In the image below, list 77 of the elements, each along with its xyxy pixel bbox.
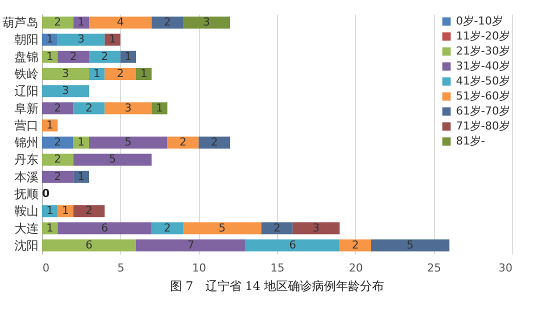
data-label: 2 bbox=[86, 204, 92, 218]
data-label: 2 bbox=[54, 101, 62, 114]
y-tick-label: 锦州 bbox=[14, 136, 38, 150]
data-label: 4 bbox=[116, 16, 124, 29]
y-tick-label: 朝阳 bbox=[14, 32, 38, 47]
x-tick-label: 5 bbox=[117, 262, 124, 274]
y-tick-label: 抚顺 bbox=[14, 187, 38, 201]
data-label: 3 bbox=[78, 32, 85, 46]
data-label: 1 bbox=[156, 101, 163, 114]
y-tick-label: 铁岭 bbox=[14, 67, 38, 81]
data-label: 2 bbox=[116, 67, 124, 80]
data-label: 3 bbox=[203, 16, 210, 29]
legend-label: 61岁-70岁 bbox=[456, 104, 510, 118]
y-tick-label: 沈阳 bbox=[14, 238, 38, 252]
data-label: 5 bbox=[109, 152, 116, 166]
annotation: 0 bbox=[42, 187, 50, 200]
data-label: 6 bbox=[86, 238, 92, 252]
data-label: 6 bbox=[101, 221, 108, 234]
legend-label: 81岁- bbox=[456, 134, 485, 148]
y-tick-label: 丹东 bbox=[14, 152, 38, 167]
data-label: 1 bbox=[78, 170, 85, 183]
x-tick-label: 0 bbox=[42, 262, 50, 274]
data-label: 1 bbox=[46, 32, 54, 46]
data-label: 3 bbox=[62, 67, 69, 80]
data-label: 1 bbox=[78, 136, 85, 149]
legend-label: 21岁-30岁 bbox=[456, 44, 510, 58]
data-label: 2 bbox=[70, 50, 77, 63]
data-label: 2 bbox=[101, 50, 108, 63]
data-label: 2 bbox=[180, 136, 186, 149]
legend-label: 71岁-80岁 bbox=[456, 120, 510, 132]
data-label: 5 bbox=[124, 136, 132, 149]
data-label: 1 bbox=[46, 204, 54, 218]
data-label: 1 bbox=[124, 50, 132, 63]
data-label: 1 bbox=[62, 204, 69, 218]
x-tick-label: 20 bbox=[348, 262, 363, 274]
text: 图 7 辽宁省 14 地区确诊病例年龄分布 bbox=[170, 279, 384, 293]
data-label: 6 bbox=[289, 238, 296, 252]
data-label: 1 bbox=[46, 221, 54, 234]
data-label: 3 bbox=[124, 101, 132, 114]
y-tick-label: 阜新 bbox=[14, 101, 38, 116]
x-tick-label: 30 bbox=[498, 262, 512, 274]
data-label: 1 bbox=[46, 118, 54, 132]
data-label: 2 bbox=[54, 16, 62, 29]
y-tick-label: 大连 bbox=[14, 221, 38, 236]
data-label: 2 bbox=[164, 16, 171, 29]
y-tick-label: 鞍山 bbox=[14, 204, 38, 218]
data-label: 2 bbox=[352, 238, 359, 252]
data-label: 2 bbox=[54, 152, 62, 166]
y-tick-label: 葫芦岛 bbox=[2, 16, 38, 30]
data-label: 3 bbox=[62, 84, 69, 98]
legend-label: 51岁-60岁 bbox=[456, 90, 510, 102]
data-label: 5 bbox=[406, 238, 414, 252]
data-label: 7 bbox=[187, 238, 194, 252]
y-tick-label: 辽阳 bbox=[14, 84, 38, 98]
legend-label: 41岁-50岁 bbox=[456, 74, 510, 88]
data-label: 5 bbox=[218, 221, 226, 234]
data-label: 1 bbox=[93, 67, 100, 80]
data-label: 2 bbox=[54, 136, 62, 149]
legend-label: 0岁-10岁 bbox=[456, 14, 503, 28]
data-label: 2 bbox=[274, 221, 280, 234]
legend-label: 11岁-20岁 bbox=[456, 30, 510, 42]
y-tick-label: 营口 bbox=[14, 118, 38, 132]
legend-label: 31岁-40岁 bbox=[456, 60, 510, 72]
data-label: 1 bbox=[109, 32, 116, 46]
x-tick-label: 25 bbox=[427, 262, 442, 274]
y-tick-label: 本溪 bbox=[14, 170, 38, 184]
data-label: 2 bbox=[54, 170, 62, 183]
data-label: 3 bbox=[312, 221, 320, 234]
data-label: 1 bbox=[140, 67, 148, 80]
data-label: 2 bbox=[210, 136, 218, 149]
x-tick-label: 15 bbox=[270, 262, 284, 274]
x-tick-label: 10 bbox=[192, 262, 206, 274]
data-label: 1 bbox=[78, 16, 85, 29]
data-label: 1 bbox=[46, 50, 54, 63]
data-label: 2 bbox=[164, 221, 171, 234]
y-tick-label: 盘锦 bbox=[14, 50, 38, 64]
data-label: 2 bbox=[86, 101, 92, 114]
